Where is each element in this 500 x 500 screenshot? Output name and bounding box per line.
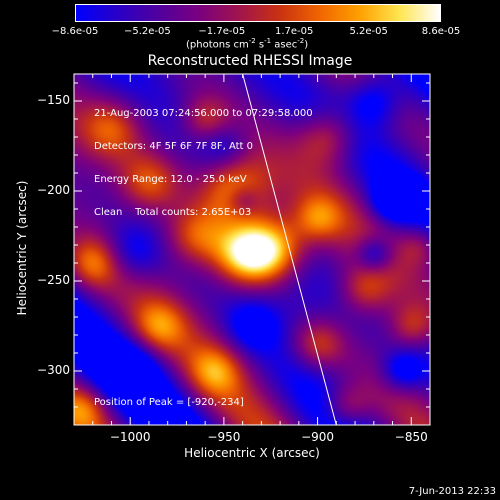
x-axis-label: Heliocentric X (arcsec) — [184, 446, 320, 460]
x-tick-label: −1000 — [109, 430, 151, 444]
colorbar-units: (photons cm-2 s-1 asec-2) — [186, 37, 309, 51]
colorbar-tick-label: 5.2e-05 — [349, 26, 388, 37]
limb-line — [242, 73, 337, 426]
colorbar-tick-label: 8.6e-05 — [421, 26, 461, 37]
y-tick-label: −300 — [37, 363, 70, 377]
info-clean: Clean Total counts: 2.65E+03 — [94, 207, 252, 218]
heatmap-image — [74, 74, 430, 425]
colorbar-tick-label: 1.7e-05 — [274, 26, 314, 37]
x-axis-ticks — [92, 74, 431, 425]
x-tick-label: −900 — [301, 430, 335, 444]
footer-timestamp: 7-Jun-2013 22:33 — [408, 486, 496, 497]
plot-frame — [73, 73, 431, 426]
info-energy: Energy Range: 12.0 - 25.0 keV — [94, 174, 247, 185]
y-tick-label: −150 — [37, 93, 70, 107]
x-tick-label: −950 — [207, 430, 241, 444]
info-detectors: Detectors: 4F 5F 6F 7F 8F, Att 0 — [94, 141, 254, 152]
y-tick-label: −250 — [37, 273, 70, 287]
info-panel: 21-Aug-2003 07:24:56.000 to 07:29:58.000… — [94, 86, 313, 229]
y-axis-label: Heliocentric Y (arcsec) — [15, 180, 29, 316]
info-time: 21-Aug-2003 07:24:56.000 to 07:29:58.000 — [94, 108, 313, 119]
colorbar-tick-label: −5.2e-05 — [123, 26, 171, 37]
y-tick-label: −200 — [37, 183, 70, 197]
colorbar-tick-label: −8.6e-05 — [51, 26, 99, 37]
y-axis-ticks — [74, 82, 430, 426]
chart-title: Reconstructed RHESSI Image — [147, 53, 353, 69]
peak-position-label: Position of Peak = [-920,-234] — [94, 397, 244, 408]
colorbar-tick-label: −1.7e-05 — [198, 26, 246, 37]
x-tick-label: −850 — [394, 430, 428, 444]
colorbar — [75, 4, 441, 22]
